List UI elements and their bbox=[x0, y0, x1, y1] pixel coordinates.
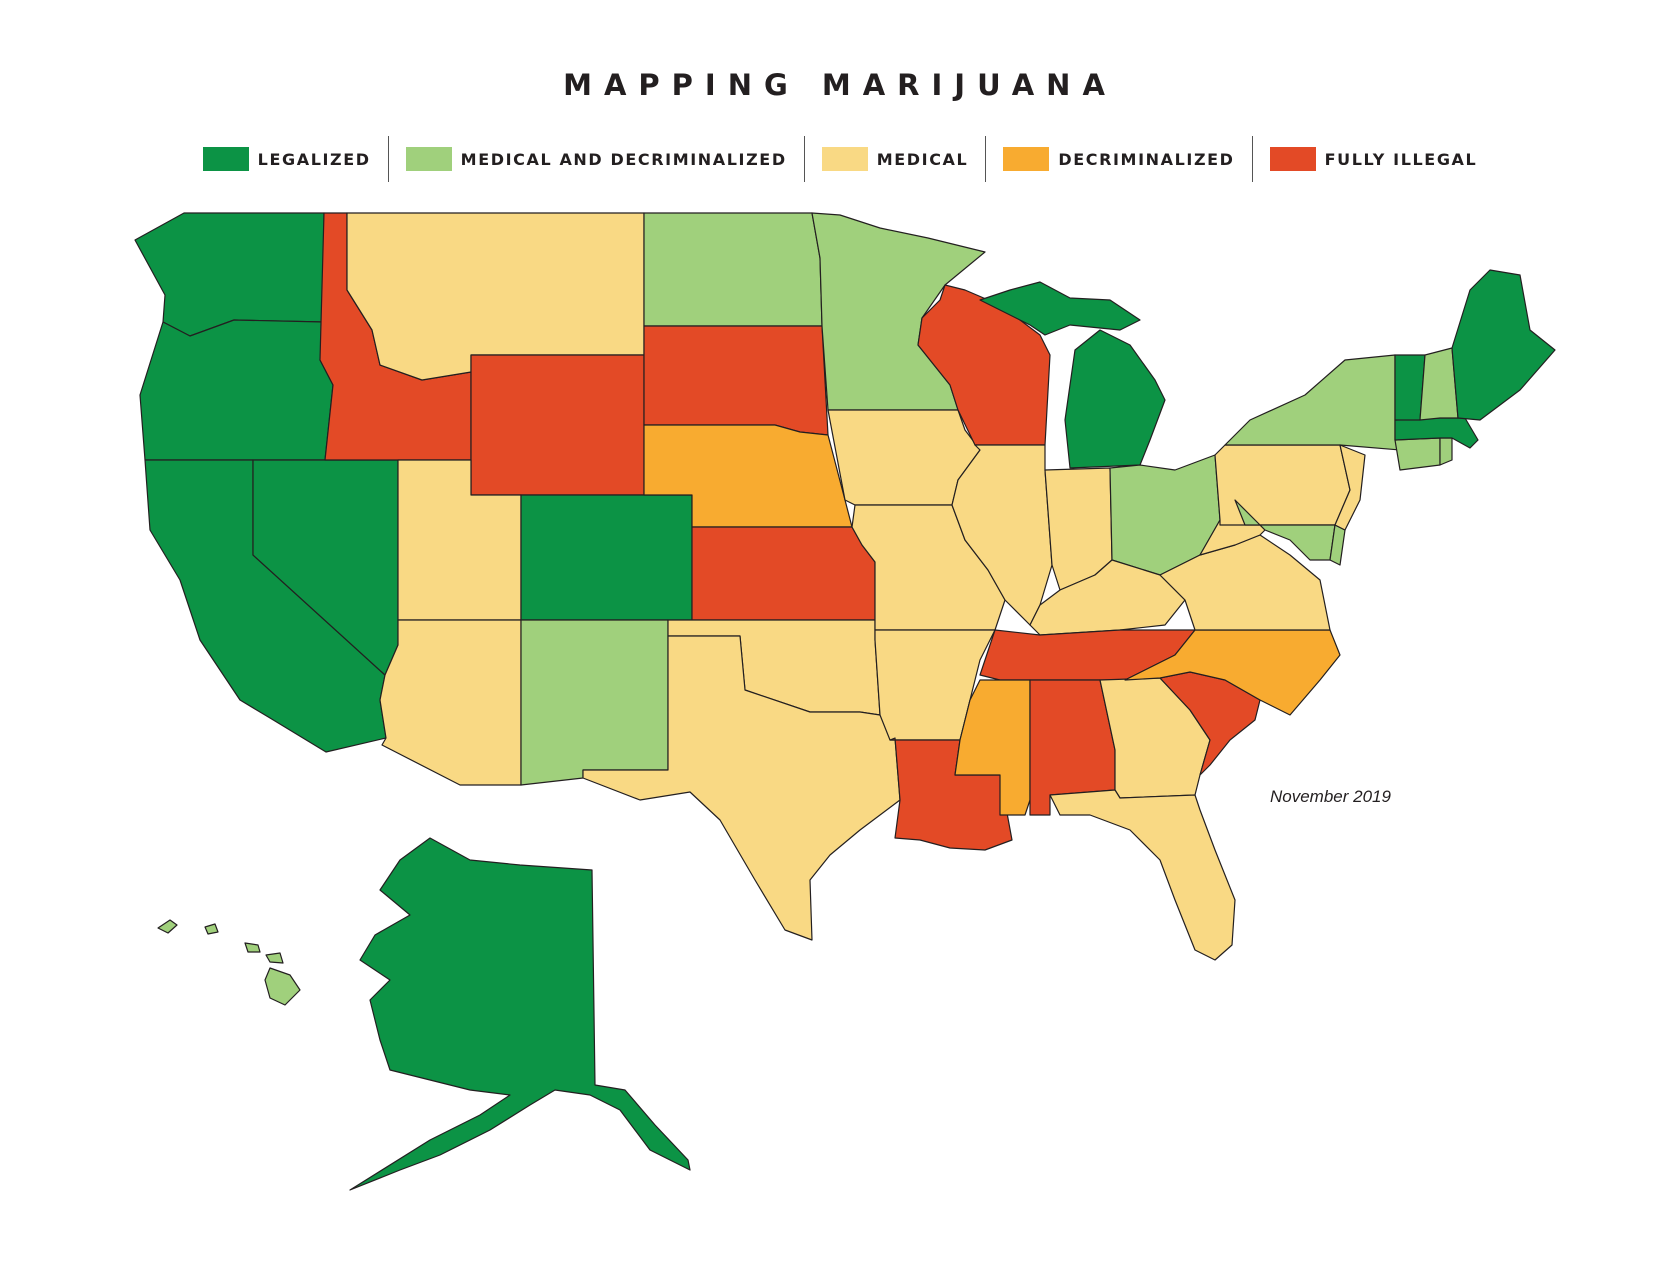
state-HI-3[interactable] bbox=[244, 942, 261, 953]
state-CT[interactable] bbox=[1394, 437, 1441, 471]
state-HI-4[interactable] bbox=[265, 952, 284, 964]
state-MD[interactable] bbox=[1234, 499, 1336, 561]
state-AK[interactable] bbox=[349, 837, 691, 1191]
state-ME[interactable] bbox=[1451, 269, 1556, 421]
state-RI[interactable] bbox=[1439, 437, 1453, 466]
map-title: MAPPING MARIJUANA bbox=[563, 68, 1117, 102]
legend-swatch-medical bbox=[821, 147, 868, 171]
legend-item-decriminalized: DECRIMINALIZED bbox=[985, 136, 1251, 182]
state-AZ[interactable] bbox=[379, 619, 522, 786]
legend-label: DECRIMINALIZED bbox=[1058, 149, 1235, 169]
state-NH[interactable] bbox=[1419, 347, 1459, 421]
state-KS[interactable] bbox=[691, 526, 876, 621]
state-PA[interactable] bbox=[1214, 444, 1351, 526]
legend-label: FULLY ILLEGAL bbox=[1324, 149, 1478, 169]
legend-label: MEDICAL AND DECRIMINALIZED bbox=[460, 149, 787, 169]
state-WY[interactable] bbox=[470, 354, 645, 496]
legend-item-legalized: LEGALIZED bbox=[186, 136, 388, 182]
state-TX[interactable] bbox=[582, 635, 901, 941]
state-HI-1[interactable] bbox=[157, 919, 178, 934]
legend-label: MEDICAL bbox=[876, 149, 969, 169]
state-HI-2[interactable] bbox=[204, 923, 219, 935]
legend: LEGALIZED MEDICAL AND DECRIMINALIZED MED… bbox=[0, 136, 1680, 182]
state-NE[interactable] bbox=[643, 424, 853, 528]
state-HI-big[interactable] bbox=[264, 967, 301, 1006]
legend-swatch-fully-illegal bbox=[1269, 147, 1316, 171]
legend-item-medical-and-decriminalized: MEDICAL AND DECRIMINALIZED bbox=[387, 136, 804, 182]
state-FL[interactable] bbox=[1049, 789, 1236, 961]
legend-swatch-legalized bbox=[202, 147, 249, 171]
legend-swatch-decriminalized bbox=[1003, 147, 1050, 171]
map-date: November 2019 bbox=[1270, 787, 1391, 806]
legend-label: LEGALIZED bbox=[257, 149, 371, 169]
legend-swatch-medical-and-decriminalized bbox=[405, 147, 452, 171]
legend-item-fully-illegal: FULLY ILLEGAL bbox=[1251, 136, 1495, 182]
state-MI-upper[interactable] bbox=[979, 281, 1141, 336]
legend-item-medical: MEDICAL bbox=[803, 136, 986, 182]
state-CO[interactable] bbox=[520, 494, 693, 621]
state-NY[interactable] bbox=[1224, 354, 1401, 451]
state-ND[interactable] bbox=[643, 212, 823, 327]
state-WA[interactable] bbox=[134, 212, 325, 337]
state-SD[interactable] bbox=[643, 325, 829, 436]
state-OR[interactable] bbox=[139, 319, 334, 461]
state-NM[interactable] bbox=[520, 619, 669, 786]
state-MI[interactable] bbox=[1064, 329, 1166, 469]
state-NJ[interactable] bbox=[1334, 444, 1366, 531]
state-NC[interactable] bbox=[1124, 629, 1341, 716]
